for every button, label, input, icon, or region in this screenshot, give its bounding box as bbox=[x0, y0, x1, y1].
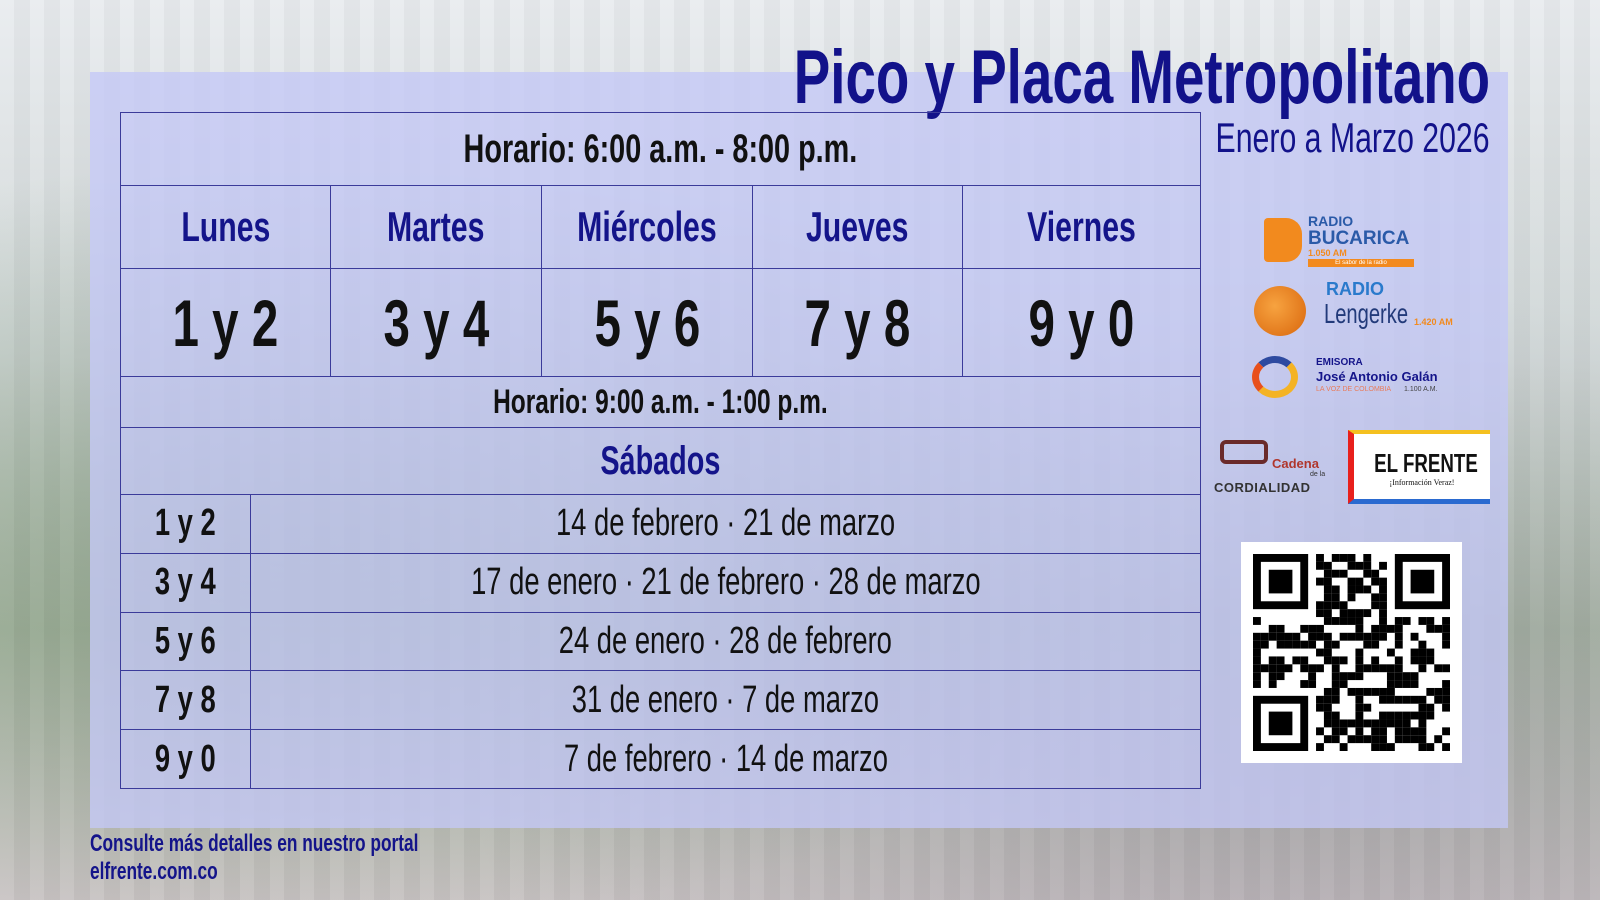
day-header: Martes bbox=[330, 185, 542, 269]
microphone-icon bbox=[1254, 286, 1306, 336]
day-header: Viernes bbox=[961, 185, 1202, 269]
saturday-row: 3 y 4 17 de enero · 21 de febrero · 28 de… bbox=[120, 552, 1202, 613]
saturday-dates: 7 de febrero · 14 de marzo bbox=[249, 729, 1202, 789]
weekday-hours: Horario: 6:00 a.m. - 8:00 p.m. bbox=[119, 112, 1202, 186]
saturday-plates: 1 y 2 bbox=[120, 494, 251, 554]
day-header: Lunes bbox=[120, 185, 331, 269]
saturday-plates: 3 y 4 bbox=[120, 552, 251, 613]
saturday-plates: 5 y 6 bbox=[120, 611, 251, 672]
schedule-table: Horario: 6:00 a.m. - 8:00 p.m. Lunes Mar… bbox=[119, 112, 1202, 789]
saturday-dates: 14 de febrero · 21 de marzo bbox=[249, 494, 1202, 554]
plate-cell: 7 y 8 bbox=[752, 268, 963, 377]
saturday-plates: 7 y 8 bbox=[120, 670, 251, 731]
plate-cell: 1 y 2 bbox=[120, 268, 331, 377]
cadena-cordialidad-logo: Cadena de la CORDIALIDAD bbox=[1212, 440, 1337, 498]
footer-link[interactable]: elfrente.com.co bbox=[90, 858, 218, 885]
saturday-dates: 17 de enero · 21 de febrero · 28 de marz… bbox=[249, 552, 1202, 613]
qr-code-image bbox=[1253, 554, 1450, 751]
cordialidad-mountain-icon bbox=[1220, 440, 1268, 464]
day-header: Miércoles bbox=[541, 185, 753, 269]
saturday-row: 1 y 2 14 de febrero · 21 de marzo bbox=[120, 494, 1202, 554]
el-frente-logo: EL FRENTE ¡Información Veraz! bbox=[1348, 430, 1490, 504]
radio-bucarica-logo: RADIO BUCARICA 1.050 AM El sabor de la r… bbox=[1250, 214, 1430, 268]
day-header: Jueves bbox=[752, 185, 963, 269]
radio-lengerke-logo: RADIO Lengerke 1.420 AM bbox=[1252, 280, 1453, 340]
saturday-plates: 9 y 0 bbox=[120, 729, 251, 789]
emisora-galan-logo: EMISORA José Antonio Galán LA VOZ DE COL… bbox=[1252, 352, 1462, 402]
saturday-row: 5 y 6 24 de enero · 28 de febrero bbox=[120, 611, 1202, 672]
plate-cell: 5 y 6 bbox=[541, 268, 753, 377]
qr-code[interactable] bbox=[1241, 542, 1462, 763]
page-title: Pico y Placa Metropolitano bbox=[793, 35, 1490, 120]
footer-note: Consulte más detalles en nuestro portal bbox=[90, 830, 419, 857]
saturday-dates: 24 de enero · 28 de febrero bbox=[249, 611, 1202, 672]
page-subtitle: Enero a Marzo 2026 bbox=[1215, 114, 1490, 161]
saturday-row: 7 y 8 31 de enero · 7 de marzo bbox=[120, 670, 1202, 731]
emisora-swirl-icon bbox=[1252, 356, 1298, 398]
saturday-hours: Horario: 9:00 a.m. - 1:00 p.m. bbox=[119, 376, 1202, 428]
plate-cell: 9 y 0 bbox=[961, 268, 1202, 377]
saturday-heading: Sábados bbox=[119, 427, 1202, 495]
bucarica-b-icon bbox=[1264, 218, 1302, 262]
saturday-dates: 31 de enero · 7 de marzo bbox=[249, 670, 1202, 731]
footer: Consulte más detalles en nuestro portal … bbox=[90, 830, 546, 886]
plate-cell: 3 y 4 bbox=[330, 268, 542, 377]
